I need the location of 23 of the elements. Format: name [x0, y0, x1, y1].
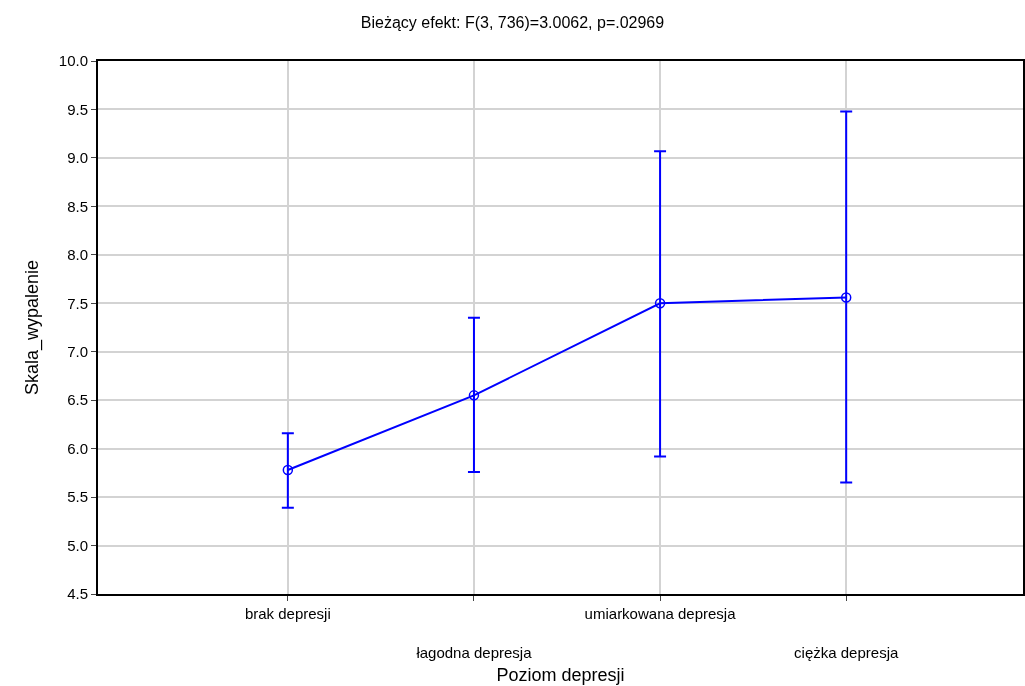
x-tick-label: ciężka depresja	[794, 644, 899, 661]
x-tick-label: łagodna depresja	[416, 644, 533, 661]
point	[840, 292, 852, 303]
y-tick-label: 4.5	[67, 585, 88, 603]
y-tick-label: 8.0	[67, 246, 88, 264]
y-tick-label: 10.0	[58, 52, 88, 70]
y-axis-title: Skala_wypalenie	[22, 259, 44, 396]
y-tick-label: 9.5	[67, 100, 88, 118]
y-tick-label: 5.5	[67, 488, 88, 506]
point	[282, 464, 294, 476]
y-tick-label: 5.0	[67, 536, 88, 554]
x-tick-label: umiarkowana depresja	[584, 605, 737, 622]
point	[468, 390, 480, 401]
y-tick-label: 7.5	[67, 294, 88, 312]
y-tick-label: 8.5	[67, 197, 88, 215]
y-tick-label: 7.0	[67, 342, 88, 360]
chart-title: Bieżący efekt: F(3, 736)=3.0062, p=.02969	[360, 14, 665, 32]
point	[654, 298, 666, 309]
y-tick-label: 9.0	[67, 149, 88, 167]
y-tick-label: 6.0	[67, 439, 88, 457]
y-tick-label: 6.5	[67, 391, 88, 409]
x-tick-label: brak depresji	[244, 605, 331, 622]
x-axis-title: Poziom depresji	[496, 664, 625, 685]
